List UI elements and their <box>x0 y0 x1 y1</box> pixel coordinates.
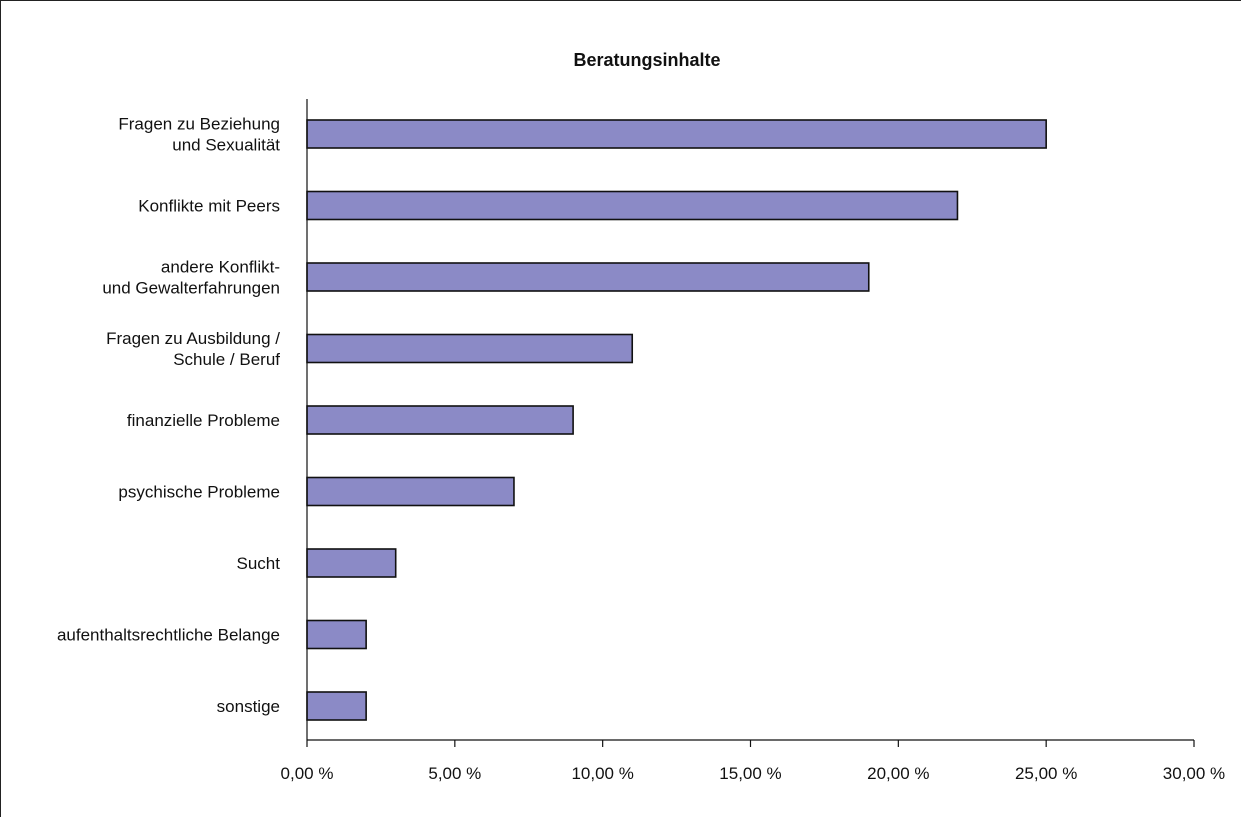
bar-5 <box>306 476 515 507</box>
category-label-3-line-1: Schule / Beruf <box>173 350 280 369</box>
bar-7 <box>306 619 367 650</box>
category-label-2-line-0: andere Konflikt- <box>161 258 280 277</box>
category-label-6: Sucht <box>237 554 281 573</box>
category-label-7: aufenthaltsrechtliche Belange <box>57 626 280 645</box>
x-tick-label-3: 15,00 % <box>719 764 781 783</box>
category-label-8: sonstige <box>217 697 280 716</box>
category-label-2-line-1: und Gewalterfahrungen <box>102 279 280 298</box>
category-label-1: Konflikte mit Peers <box>138 197 280 216</box>
bar-3 <box>306 333 634 364</box>
bar-8 <box>306 691 367 721</box>
x-axis: 0,00 % 5,00 % 10,00 % 15,00 % 20,00 % 25,00 %… <box>281 99 1225 783</box>
x-tick-label-4: 20,00 % <box>867 764 929 783</box>
chart-title: Beratungsinhalte <box>573 50 720 70</box>
x-tick-label-5: 25,00 % <box>1015 764 1077 783</box>
category-label-4: finanzielle Probleme <box>127 411 280 430</box>
category-label-3-line-0: Fragen zu Ausbildung / <box>106 329 280 348</box>
bar-4 <box>306 405 574 435</box>
bar-6 <box>306 548 397 578</box>
category-label-0-line-1: und Sexualität <box>172 136 280 155</box>
bar-2 <box>306 262 870 292</box>
x-tick-label-2: 10,00 % <box>571 764 633 783</box>
x-tick-label-0: 0,00 % <box>281 764 334 783</box>
x-tick-label-6: 30,00 % <box>1163 764 1225 783</box>
category-label-0-line-0: Fragen zu Beziehung <box>118 115 280 134</box>
category-label-5: psychische Probleme <box>118 483 280 502</box>
category-labels: Fragen zu Beziehung und Sexualität Konflik… <box>57 115 280 717</box>
bar-0 <box>306 119 1047 149</box>
bar-1 <box>306 190 959 221</box>
bars-group <box>306 119 1047 721</box>
x-tick-label-1: 5,00 % <box>428 764 481 783</box>
